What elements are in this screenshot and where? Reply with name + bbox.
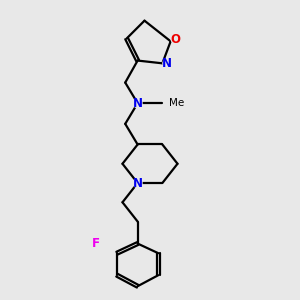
Text: F: F (92, 237, 100, 250)
Text: Me: Me (169, 98, 184, 108)
Circle shape (133, 178, 142, 188)
Circle shape (171, 35, 180, 44)
Text: N: N (133, 176, 142, 190)
Text: N: N (133, 97, 142, 110)
Circle shape (92, 239, 101, 248)
Circle shape (165, 97, 177, 109)
Text: O: O (171, 33, 181, 46)
Circle shape (133, 99, 142, 108)
Text: N: N (162, 57, 172, 70)
Circle shape (163, 59, 172, 68)
